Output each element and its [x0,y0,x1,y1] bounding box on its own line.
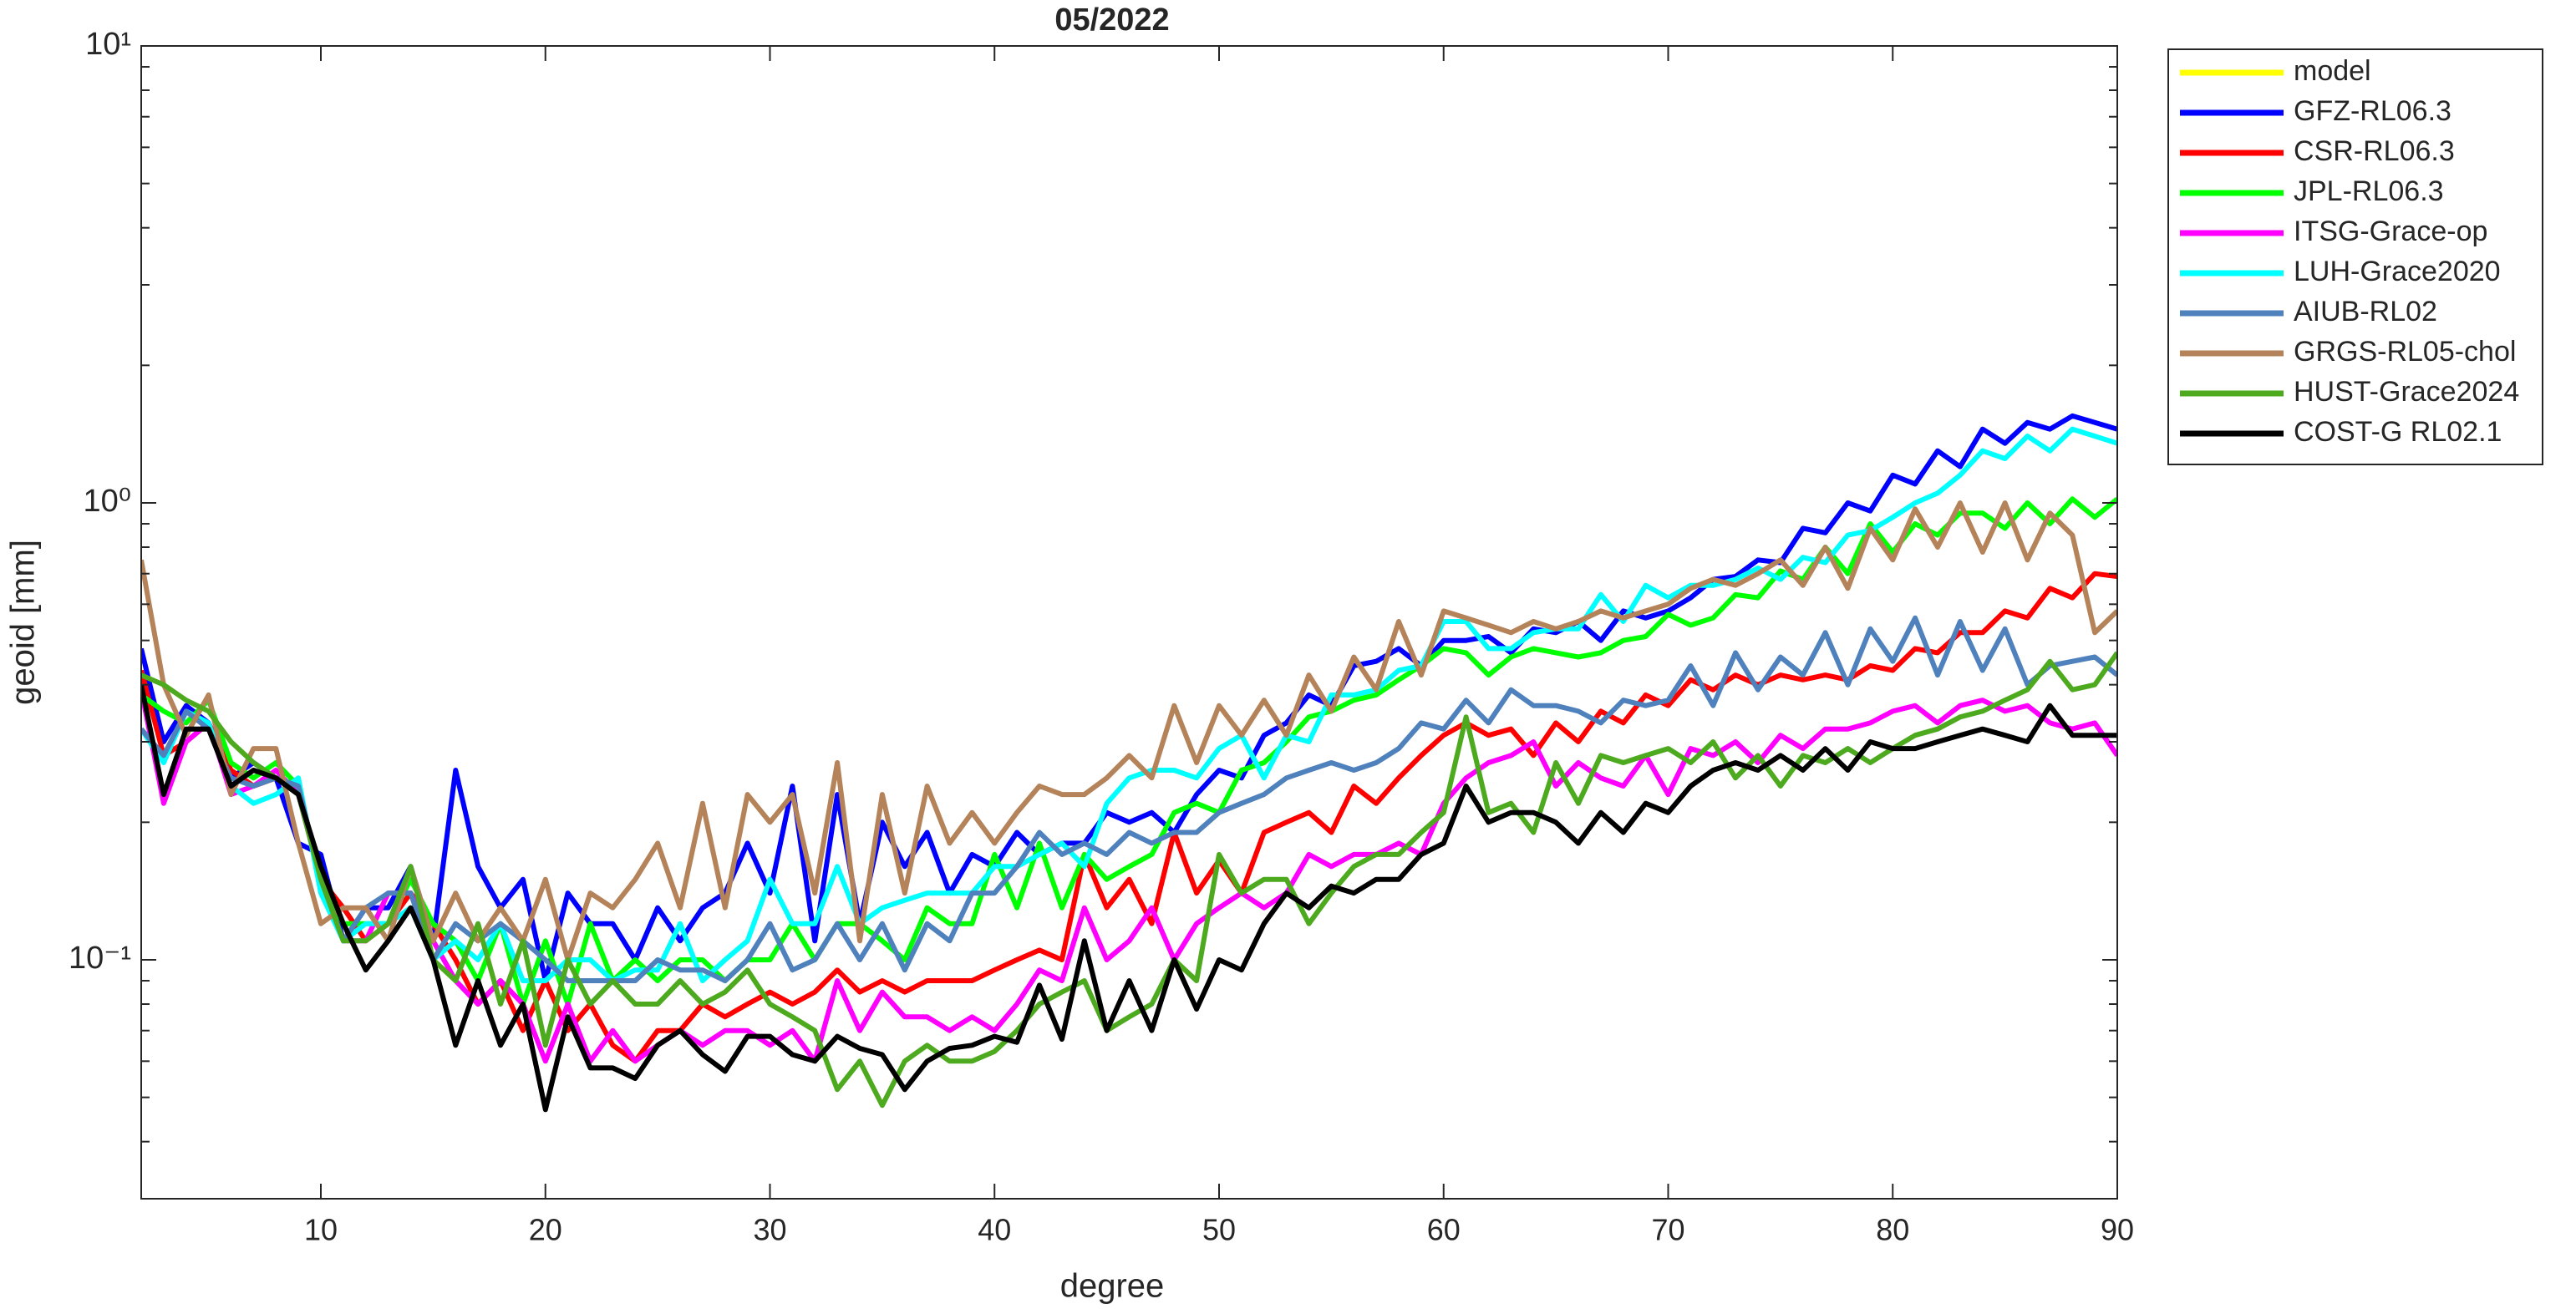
series-line [141,571,2117,1064]
series-line [141,684,2117,1113]
y-axis-label: geoid [mm] [5,540,42,705]
legend-label: GFZ-RL06.3 [2294,95,2452,127]
x-tick-label: 30 [753,1213,786,1247]
y-tick-label: 10¹ [85,27,131,62]
x-tick-label: 20 [529,1213,562,1247]
legend-label: CSR-RL06.3 [2294,135,2455,167]
legend-label: ITSG-Grace-op [2294,216,2487,247]
x-tick-label: 90 [2101,1213,2134,1247]
legend-label: AIUB-RL02 [2294,296,2437,327]
series-line [141,500,2117,962]
legend-label: GRGS-RL05-chol [2294,336,2516,368]
legend-label: model [2294,55,2371,87]
legend-label: COST-G RL02.1 [2294,416,2502,448]
axes-box [140,45,2118,1200]
x-tick-label: 40 [978,1213,1011,1247]
chart-title: 05/2022 [1054,3,1169,38]
legend-label: JPL-RL06.3 [2294,175,2444,207]
x-tick-label: 80 [1876,1213,1909,1247]
x-tick-label: 50 [1202,1213,1236,1247]
legend-label: LUH-Grace2020 [2294,256,2501,287]
y-tick-label: 10⁻¹ [69,941,131,976]
legend-label: HUST-Grace2024 [2294,376,2519,408]
x-axis-label: degree [1060,1268,1165,1305]
series-line [141,413,2117,983]
series-line [141,615,2117,983]
x-tick-label: 60 [1427,1213,1461,1247]
x-tick-label: 10 [304,1213,338,1247]
plot-lines [141,413,2117,1113]
y-tick-label: 10⁰ [83,484,131,519]
series-line [141,651,2117,1109]
x-tick-label: 70 [1651,1213,1684,1247]
